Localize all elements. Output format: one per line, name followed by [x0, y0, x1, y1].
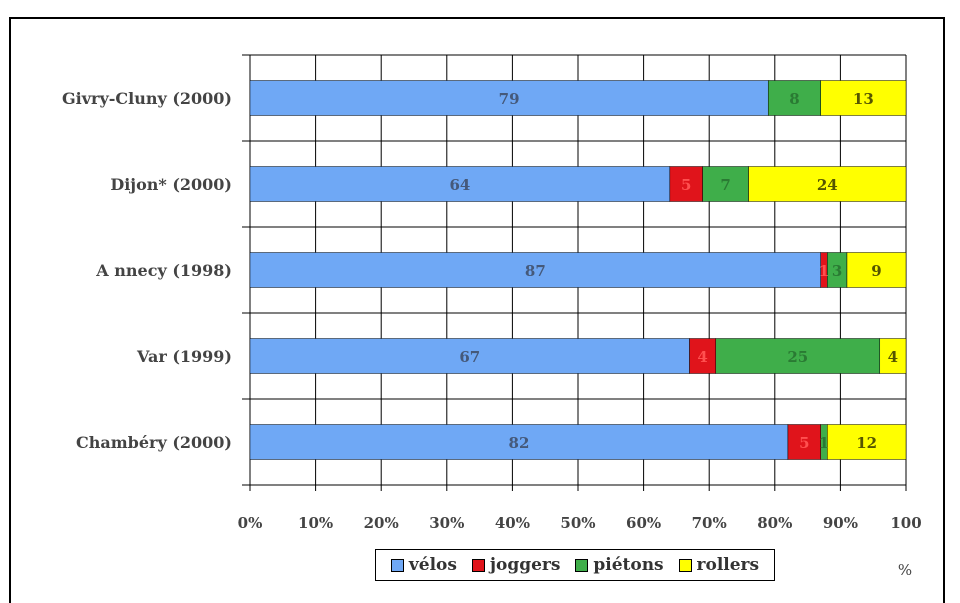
- legend-item-pietons: piétons: [575, 555, 663, 575]
- x-tick-label-9: 90%: [823, 514, 858, 532]
- x-tick-label-1: 10%: [298, 514, 333, 532]
- category-label-3: Var (1999): [136, 347, 232, 366]
- bar-label-1-4: 5: [799, 434, 809, 452]
- legend-label-joggers: joggers: [490, 555, 561, 575]
- bar-label-3-4: 12: [856, 434, 877, 452]
- legend: vélos joggers piétons rollers: [375, 549, 775, 581]
- legend-swatch-pietons: [575, 559, 588, 572]
- bar-label-1-3: 4: [697, 348, 707, 366]
- bar-label-3-1: 24: [817, 176, 838, 194]
- bar-label-3-3: 4: [888, 348, 898, 366]
- bar-label-1-1: 5: [681, 176, 691, 194]
- bar-label-2-1: 7: [720, 176, 730, 194]
- bar-label-3-2: 9: [871, 262, 881, 280]
- x-tick-label-5: 50%: [560, 514, 595, 532]
- bar-label-2-2: 3: [832, 262, 842, 280]
- bar-label-0-0: 79: [499, 90, 520, 108]
- legend-swatch-velos: [391, 559, 404, 572]
- x-tick-label-3: 30%: [429, 514, 464, 532]
- category-labels: Givry-Cluny (2000) Dijon* (2000) A nnecy (…: [62, 89, 232, 452]
- bar-label-0-2: 87: [525, 262, 546, 280]
- x-tick-label-4: 40%: [495, 514, 530, 532]
- category-label-0: Givry-Cluny (2000): [62, 89, 232, 108]
- bar-label-0-1: 64: [449, 176, 470, 194]
- x-tick-label-0: 0%: [238, 514, 263, 532]
- bar-label-2-4: 1: [819, 434, 829, 452]
- bar-label-2-0: 8: [789, 90, 799, 108]
- x-tick-labels: 0% 10% 20% 30% 40% 50% 60% 70% 80% 90% 100: [238, 514, 922, 532]
- category-label-4: Chambéry (2000): [76, 433, 232, 452]
- x-unit-label: %: [898, 561, 912, 579]
- legend-swatch-rollers: [679, 559, 692, 572]
- x-tick-label-10: 100: [890, 514, 921, 532]
- legend-label-velos: vélos: [409, 555, 457, 575]
- legend-swatch-joggers: [472, 559, 485, 572]
- legend-item-joggers: joggers: [472, 555, 561, 575]
- x-tick-label-8: 80%: [757, 514, 792, 532]
- legend-label-rollers: rollers: [697, 555, 760, 575]
- bar-label-2-3: 25: [787, 348, 808, 366]
- bar-label-0-3: 67: [459, 348, 480, 366]
- x-tick-label-7: 70%: [692, 514, 727, 532]
- category-label-2: A nnecy (1998): [95, 261, 232, 280]
- x-tick-label-2: 20%: [364, 514, 399, 532]
- legend-label-pietons: piétons: [593, 555, 663, 575]
- bar-label-0-4: 82: [509, 434, 530, 452]
- bar-label-3-0: 13: [853, 90, 874, 108]
- bar-label-1-2: 1: [819, 262, 829, 280]
- legend-item-rollers: rollers: [679, 555, 760, 575]
- legend-item-velos: vélos: [391, 555, 457, 575]
- category-label-1: Dijon* (2000): [110, 175, 232, 194]
- x-tick-label-6: 60%: [626, 514, 661, 532]
